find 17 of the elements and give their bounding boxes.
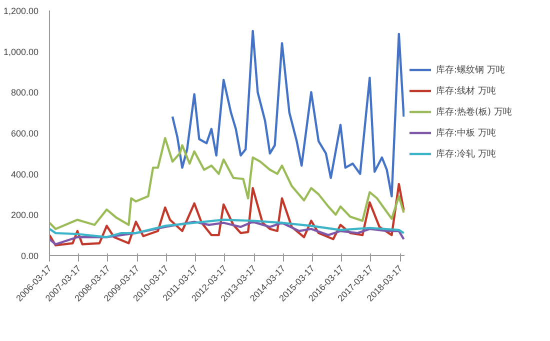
line-series xyxy=(50,218,404,238)
y-tick-label: 0.00 xyxy=(20,251,39,261)
legend-label: 库存:冷轧 万吨 xyxy=(436,148,496,160)
line-series xyxy=(50,182,404,246)
line-series xyxy=(50,137,404,230)
line-series xyxy=(171,30,404,198)
y-tick-label: 800.00 xyxy=(10,88,39,98)
y-tick-label: 200.00 xyxy=(10,210,39,220)
legend-label: 库存:热卷(板) 万吨 xyxy=(436,106,512,118)
line-series xyxy=(50,220,404,246)
legend-label: 库存:中板 万吨 xyxy=(436,127,496,139)
y-tick-label: 1,000.00 xyxy=(3,46,39,57)
y-tick-label: 400.00 xyxy=(10,169,39,180)
legend-label: 库存:螺纹钢 万吨 xyxy=(436,64,505,76)
y-tick-label: 1,200.00 xyxy=(3,6,39,16)
y-tick-label: 600.00 xyxy=(10,128,39,138)
legend-label: 库存:线材 万吨 xyxy=(436,85,496,97)
